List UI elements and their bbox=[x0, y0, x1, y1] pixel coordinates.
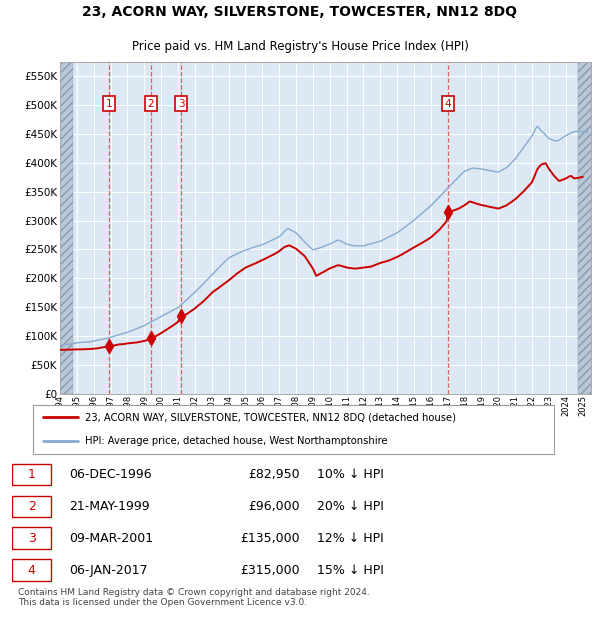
Text: £315,000: £315,000 bbox=[241, 564, 300, 577]
Text: 10% ↓ HPI: 10% ↓ HPI bbox=[317, 468, 384, 481]
Text: 12% ↓ HPI: 12% ↓ HPI bbox=[317, 532, 384, 545]
FancyBboxPatch shape bbox=[32, 405, 554, 454]
Text: 09-MAR-2001: 09-MAR-2001 bbox=[70, 532, 154, 545]
Text: 21-MAY-1999: 21-MAY-1999 bbox=[70, 500, 150, 513]
Text: 06-DEC-1996: 06-DEC-1996 bbox=[70, 468, 152, 481]
Text: 15% ↓ HPI: 15% ↓ HPI bbox=[317, 564, 384, 577]
Text: 3: 3 bbox=[178, 99, 185, 108]
Text: 1: 1 bbox=[28, 468, 35, 481]
Text: £82,950: £82,950 bbox=[248, 468, 300, 481]
Text: 23, ACORN WAY, SILVERSTONE, TOWCESTER, NN12 8DQ (detached house): 23, ACORN WAY, SILVERSTONE, TOWCESTER, N… bbox=[85, 412, 457, 422]
Text: 23, ACORN WAY, SILVERSTONE, TOWCESTER, NN12 8DQ: 23, ACORN WAY, SILVERSTONE, TOWCESTER, N… bbox=[83, 6, 517, 19]
Text: 1: 1 bbox=[106, 99, 113, 108]
Text: 06-JAN-2017: 06-JAN-2017 bbox=[70, 564, 148, 577]
Text: £96,000: £96,000 bbox=[248, 500, 300, 513]
Text: HPI: Average price, detached house, West Northamptonshire: HPI: Average price, detached house, West… bbox=[85, 436, 388, 446]
Text: £135,000: £135,000 bbox=[241, 532, 300, 545]
Bar bbox=[578, 62, 595, 394]
Text: 4: 4 bbox=[28, 564, 35, 577]
FancyBboxPatch shape bbox=[12, 528, 51, 549]
Text: 2: 2 bbox=[28, 500, 35, 513]
Text: Contains HM Land Registry data © Crown copyright and database right 2024.
This d: Contains HM Land Registry data © Crown c… bbox=[18, 588, 370, 607]
Text: 3: 3 bbox=[28, 532, 35, 545]
Text: 4: 4 bbox=[445, 99, 451, 108]
Text: 2: 2 bbox=[148, 99, 154, 108]
Text: 20% ↓ HPI: 20% ↓ HPI bbox=[317, 500, 384, 513]
FancyBboxPatch shape bbox=[12, 464, 51, 485]
FancyBboxPatch shape bbox=[12, 495, 51, 517]
FancyBboxPatch shape bbox=[12, 559, 51, 581]
Bar bbox=[60, 62, 73, 394]
Text: Price paid vs. HM Land Registry's House Price Index (HPI): Price paid vs. HM Land Registry's House … bbox=[131, 40, 469, 53]
